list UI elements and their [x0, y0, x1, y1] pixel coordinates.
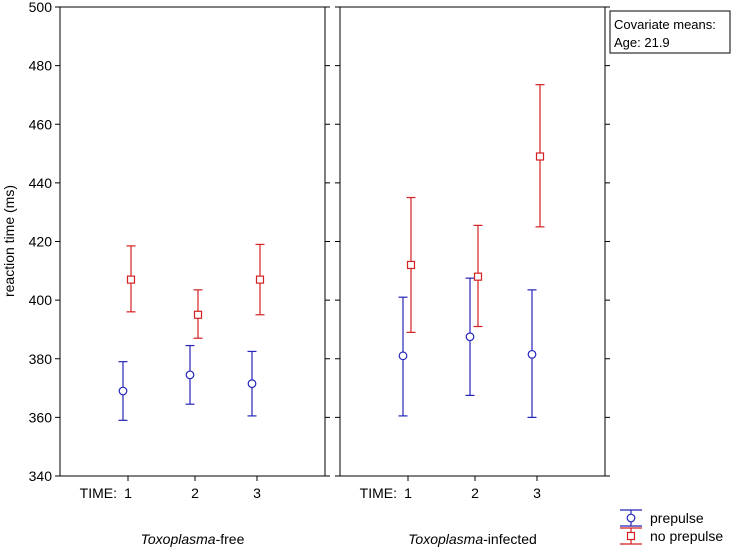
mean-point-prepulse	[398, 351, 408, 361]
mean-point-prepulse	[465, 332, 475, 342]
mean-point-no-prepulse	[473, 272, 483, 281]
x-tick-label: 2	[471, 485, 479, 501]
covariate-box: Covariate means: Age: 21.9	[609, 10, 731, 54]
y-tick-label: 480	[29, 58, 53, 74]
panel-title: Toxoplasma-free	[141, 531, 245, 547]
panel-frame	[59, 6, 326, 477]
panel-title: Toxoplasma-infected	[408, 531, 537, 547]
legend-marker-circle	[626, 513, 636, 523]
x-axis-prefix: TIME:	[360, 485, 397, 501]
mean-point-prepulse	[247, 379, 257, 389]
mean-point-prepulse	[118, 386, 128, 396]
covariate-box-frame	[609, 10, 731, 54]
covariate-title: Covariate means:	[614, 17, 716, 32]
x-axis-prefix: TIME:	[80, 485, 117, 501]
x-tick-label: 3	[533, 485, 541, 501]
panel-2: 1 2 3 TIME: Toxoplasma-infected	[335, 6, 610, 547]
y-axis-label: reaction time (ms)	[1, 185, 17, 297]
panel-1: 340 360 380 400 420 440 460 480 500 1 2 3 TIME: Toxop…	[29, 0, 330, 547]
mean-point-no-prepulse	[406, 260, 416, 270]
y-tick-label: 500	[29, 0, 53, 15]
x-tick-label: 1	[124, 485, 132, 501]
y-tick-label: 420	[29, 234, 53, 250]
mean-point-no-prepulse	[126, 275, 136, 284]
y-tick-label: 440	[29, 175, 53, 191]
covariate-age: Age: 21.9	[614, 35, 670, 50]
legend: prepulse no prepulse	[620, 509, 723, 545]
x-tick-label: 2	[191, 485, 199, 501]
mean-point-no-prepulse	[255, 275, 265, 284]
legend-label: no prepulse	[650, 528, 723, 544]
panel-frame	[339, 6, 606, 477]
y-tick-label: 360	[29, 409, 53, 425]
x-tick-label: 3	[253, 485, 261, 501]
y-tick-label: 460	[29, 116, 53, 132]
legend-marker-square	[626, 531, 636, 541]
mean-point-prepulse	[185, 370, 195, 380]
mean-point-no-prepulse	[535, 152, 545, 161]
mean-point-prepulse	[527, 349, 537, 359]
x-tick-label: 1	[404, 485, 412, 501]
mean-point-no-prepulse	[193, 310, 203, 319]
y-tick-label: 340	[29, 468, 53, 484]
y-tick-label: 380	[29, 351, 53, 367]
legend-label: prepulse	[650, 510, 704, 526]
y-tick-label: 400	[29, 292, 53, 308]
